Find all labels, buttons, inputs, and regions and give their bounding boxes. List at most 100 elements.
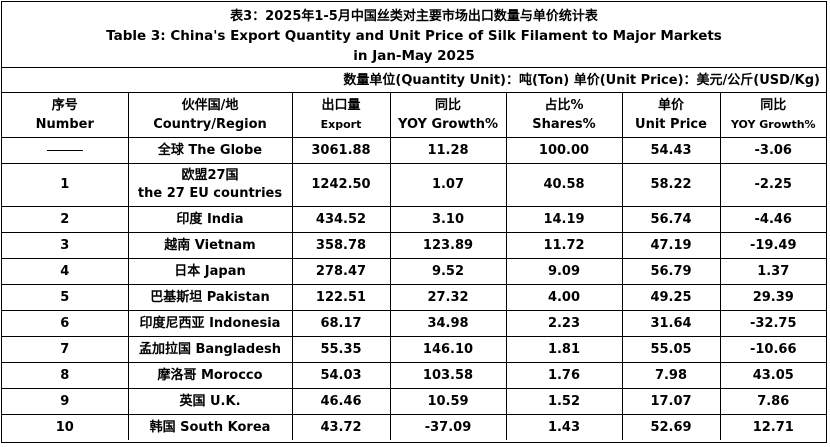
cell-export: 1242.50 bbox=[291, 163, 391, 207]
table-row: 7 孟加拉国 Bangladesh 55.35 146.10 1.81 55.0… bbox=[2, 336, 826, 363]
cell-share: 1.52 bbox=[505, 388, 623, 415]
table-row: 4 日本 Japan 278.47 9.52 9.09 56.79 1.37 bbox=[2, 258, 826, 285]
cell-yoy: 3.10 bbox=[389, 206, 507, 233]
cell-price: 7.98 bbox=[621, 362, 721, 389]
cell-export: 278.47 bbox=[291, 258, 391, 285]
header-export: 出口量 Export bbox=[291, 93, 391, 138]
cell-price: 58.22 bbox=[621, 163, 721, 207]
header-yoy: 同比 YOY Growth% bbox=[389, 93, 507, 138]
cell-number: 4 bbox=[2, 258, 129, 285]
cell-share: 1.43 bbox=[505, 414, 623, 440]
table-row: 9 英国 U.K. 46.46 10.59 1.52 17.07 7.86 bbox=[2, 388, 826, 415]
cell-share: 100.00 bbox=[505, 137, 623, 164]
cell-country: 摩洛哥 Morocco bbox=[127, 362, 293, 389]
header-export-en: Export bbox=[320, 118, 362, 131]
cell-country: 欧盟27国 the 27 EU countries bbox=[127, 163, 293, 207]
header-price-yoy-en: YOY Growth% bbox=[730, 118, 816, 131]
header-share: 占比% Shares% bbox=[505, 93, 623, 138]
country-en: the 27 EU countries bbox=[137, 186, 283, 201]
cell-export: 43.72 bbox=[291, 414, 391, 440]
header-yoy-cn: 同比 bbox=[434, 98, 461, 113]
cell-export: 54.03 bbox=[291, 362, 391, 389]
cell-share: 1.76 bbox=[505, 362, 623, 389]
header-share-en: Shares% bbox=[532, 117, 596, 132]
cell-price-yoy: 7.86 bbox=[719, 388, 826, 415]
cell-yoy: 34.98 bbox=[389, 310, 507, 337]
cell-price-yoy: -3.06 bbox=[719, 137, 826, 164]
cell-country: 印度 India bbox=[127, 206, 293, 233]
table-row: 6 印度尼西亚 Indonesia 68.17 34.98 2.23 31.64… bbox=[2, 310, 826, 337]
table-row: 8 摩洛哥 Morocco 54.03 103.58 1.76 7.98 43.… bbox=[2, 362, 826, 389]
header-row: 序号 Number 伙伴国/地 Country/Region 出口量 Export 同… bbox=[2, 93, 826, 138]
cell-share: 1.81 bbox=[505, 336, 623, 363]
cell-number: 5 bbox=[2, 284, 129, 311]
cell-price: 56.79 bbox=[621, 258, 721, 285]
table-row: 3 越南 Vietnam 358.78 123.89 11.72 47.19 -… bbox=[2, 232, 826, 259]
cell-price-yoy: 29.39 bbox=[719, 284, 826, 311]
cell-price: 47.19 bbox=[621, 232, 721, 259]
cell-number: 7 bbox=[2, 336, 129, 363]
cell-export: 434.52 bbox=[291, 206, 391, 233]
header-yoy-en: YOY Growth% bbox=[398, 117, 498, 132]
cell-export: 358.78 bbox=[291, 232, 391, 259]
cell-share: 2.23 bbox=[505, 310, 623, 337]
cell-country: 日本 Japan bbox=[127, 258, 293, 285]
title-english-line2: in Jan-May 2025 bbox=[353, 48, 475, 64]
cell-country: 全球 The Globe bbox=[127, 137, 293, 164]
cell-country: 越南 Vietnam bbox=[127, 232, 293, 259]
cell-number: 8 bbox=[2, 362, 129, 389]
header-share-cn: 占比% bbox=[544, 98, 584, 113]
cell-country: 孟加拉国 Bangladesh bbox=[127, 336, 293, 363]
cell-price: 31.64 bbox=[621, 310, 721, 337]
header-price-yoy: 同比 YOY Growth% bbox=[719, 93, 826, 138]
cell-export: 55.35 bbox=[291, 336, 391, 363]
cell-price-yoy: -2.25 bbox=[719, 163, 826, 207]
header-price-yoy-cn: 同比 bbox=[760, 98, 787, 113]
cell-price-yoy: 12.71 bbox=[719, 414, 826, 440]
cell-country: 巴基斯坦 Pakistan bbox=[127, 284, 293, 311]
cell-price: 55.05 bbox=[621, 336, 721, 363]
cell-number: 2 bbox=[2, 206, 129, 233]
cell-export: 68.17 bbox=[291, 310, 391, 337]
cell-country: 英国 U.K. bbox=[127, 388, 293, 415]
cell-yoy: 9.52 bbox=[389, 258, 507, 285]
cell-price-yoy: 43.05 bbox=[719, 362, 826, 389]
cell-number bbox=[2, 137, 129, 164]
cell-price: 49.25 bbox=[621, 284, 721, 311]
table-row: 10 韩国 South Korea 43.72 -37.09 1.43 52.6… bbox=[2, 414, 826, 440]
cell-yoy: 103.58 bbox=[389, 362, 507, 389]
header-country-cn: 伙伴国/地 bbox=[181, 98, 239, 113]
header-price-cn: 单价 bbox=[657, 98, 684, 113]
country-cn: 欧盟27国 bbox=[181, 168, 239, 183]
cell-yoy: 146.10 bbox=[389, 336, 507, 363]
cell-share: 9.09 bbox=[505, 258, 623, 285]
table-row: 5 巴基斯坦 Pakistan 122.51 27.32 4.00 49.25 … bbox=[2, 284, 826, 311]
cell-yoy: 1.07 bbox=[389, 163, 507, 207]
header-export-cn: 出口量 bbox=[321, 98, 361, 113]
header-number-en: Number bbox=[35, 117, 94, 132]
title-block: 表3：2025年1-5月中国丝类对主要市场出口数量与单价统计表 Table 3:… bbox=[2, 2, 826, 68]
unit-note: 数量单位(Quantity Unit)：吨(Ton) 单价(Unit Price… bbox=[2, 68, 826, 93]
cell-export: 3061.88 bbox=[291, 137, 391, 164]
cell-price-yoy: 1.37 bbox=[719, 258, 826, 285]
cell-yoy: 10.59 bbox=[389, 388, 507, 415]
header-number-cn: 序号 bbox=[51, 98, 78, 113]
cell-number: 9 bbox=[2, 388, 129, 415]
cell-country: 韩国 South Korea bbox=[127, 414, 293, 440]
cell-export: 46.46 bbox=[291, 388, 391, 415]
cell-price: 52.69 bbox=[621, 414, 721, 440]
cell-price-yoy: -10.66 bbox=[719, 336, 826, 363]
title-chinese: 表3：2025年1-5月中国丝类对主要市场出口数量与单价统计表 bbox=[230, 9, 598, 24]
cell-price: 17.07 bbox=[621, 388, 721, 415]
dash-mark bbox=[46, 150, 83, 151]
cell-number: 3 bbox=[2, 232, 129, 259]
header-country: 伙伴国/地 Country/Region bbox=[127, 93, 293, 138]
cell-export: 122.51 bbox=[291, 284, 391, 311]
header-number: 序号 Number bbox=[2, 93, 129, 138]
table-row: 2 印度 India 434.52 3.10 14.19 56.74 -4.46 bbox=[2, 206, 826, 233]
cell-price: 54.43 bbox=[621, 137, 721, 164]
cell-price-yoy: -19.49 bbox=[719, 232, 826, 259]
header-price: 单价 Unit Price bbox=[621, 93, 721, 138]
table-row: 1 欧盟27国 the 27 EU countries 1242.50 1.07 … bbox=[2, 163, 826, 207]
